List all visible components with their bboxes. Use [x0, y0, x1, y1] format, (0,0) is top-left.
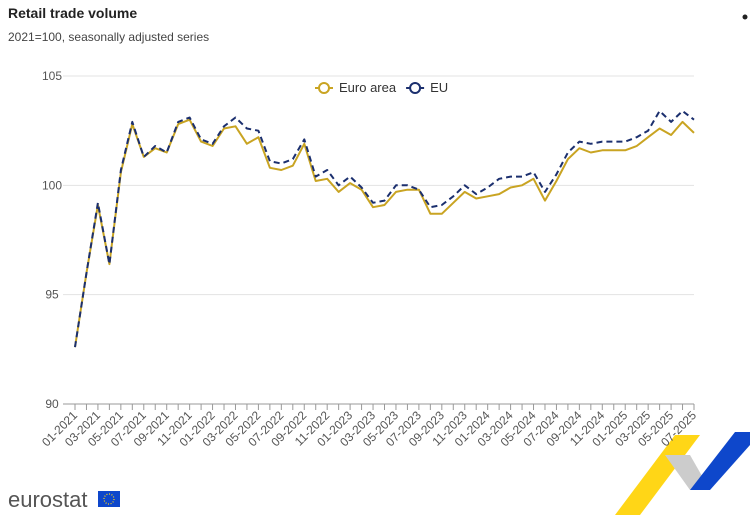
y-tick-label: 105 — [42, 69, 62, 83]
y-tick-label: 90 — [45, 397, 59, 411]
series-line — [74, 110, 695, 348]
series-line — [74, 118, 695, 348]
decor-blue — [690, 432, 750, 490]
chart-title: Retail trade volume — [8, 5, 137, 21]
legend-marker — [318, 82, 330, 94]
legend-label[interactable]: Euro area — [339, 80, 397, 95]
logo-text: eurostat — [8, 487, 88, 512]
eu-flag — [98, 491, 120, 507]
menu-dot[interactable] — [742, 14, 748, 20]
y-tick-label: 95 — [45, 288, 59, 302]
legend-label[interactable]: EU — [430, 80, 448, 95]
chart-subtitle: 2021=100, seasonally adjusted series — [8, 30, 209, 44]
legend-marker — [409, 82, 422, 94]
y-tick-label: 100 — [42, 178, 62, 192]
eu-stars — [103, 493, 115, 505]
